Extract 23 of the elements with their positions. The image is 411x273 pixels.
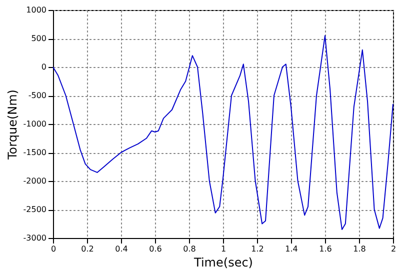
x-tick-label: 0.6: [149, 244, 162, 254]
x-tick-label: 1.6: [319, 244, 332, 254]
x-tick-label: 0.4: [115, 244, 128, 254]
y-tick-label: -1500: [23, 148, 46, 157]
y-tick-label: -2000: [23, 176, 46, 186]
y-axis-title: Torque(Nm): [5, 90, 20, 160]
y-tick-label: -3000: [23, 234, 46, 242]
x-tick-label: 1.2: [251, 244, 264, 254]
y-tick-label: 0: [41, 62, 46, 72]
y-tick-label: 500: [31, 34, 46, 43]
x-tick-label: 1.4: [285, 244, 298, 254]
x-tick-label: 0.8: [183, 244, 196, 254]
line-series: [52, 35, 394, 230]
x-tick-label: 1.8: [353, 244, 366, 254]
x-axis-title: Time(sec): [193, 256, 253, 270]
x-tick-label: 1: [220, 244, 226, 254]
x-tick-label: 0.2: [81, 244, 94, 254]
y-tick-label: -500: [28, 91, 46, 100]
y-tick-label: -1000: [23, 120, 46, 128]
y-tick-label: -2500: [23, 205, 46, 214]
x-tick-label: 2: [390, 244, 396, 254]
x-tick-label: 0: [50, 244, 56, 254]
y-tick-label: 1000: [26, 6, 46, 14]
